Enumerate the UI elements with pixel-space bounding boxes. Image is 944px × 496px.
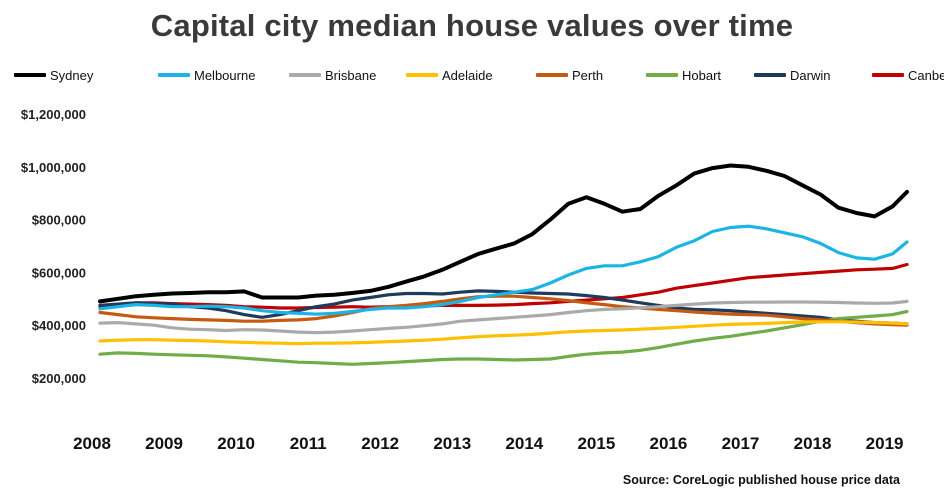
y-tick-label: $200,000 — [32, 371, 86, 386]
x-tick-label: 2014 — [505, 434, 543, 453]
y-tick-label: $400,000 — [32, 318, 86, 333]
x-tick-label: 2016 — [650, 434, 688, 453]
legend-item-sydney: Sydney — [14, 66, 93, 84]
series-line-perth — [98, 294, 909, 327]
legend-swatch — [754, 73, 786, 77]
y-tick-label: $600,000 — [32, 265, 86, 280]
legend-label: Adelaide — [442, 67, 493, 83]
x-tick-label: 2015 — [577, 434, 615, 453]
legend-item-perth: Perth — [536, 66, 603, 84]
legend-swatch — [158, 73, 190, 77]
legend-label: Brisbane — [325, 67, 377, 83]
x-tick-label: 2018 — [794, 434, 832, 453]
legend-label: Perth — [572, 67, 604, 83]
y-axis-ticks: $200,000 $400,000 $600,000 $800,000 $1,000,0… — [21, 107, 86, 386]
legend-label: Darwin — [790, 67, 831, 83]
y-tick-label: $1,000,000 — [21, 160, 86, 175]
series-line-sydney — [98, 163, 909, 304]
series-line-melbourne — [98, 224, 909, 316]
legend-item-brisbane: Brisbane — [289, 66, 376, 84]
legend-item-melbourne: Melbourne — [158, 66, 255, 84]
legend-item-adelaide: Adelaide — [406, 66, 493, 84]
y-tick-label: $800,000 — [32, 213, 86, 228]
x-tick-label: 2009 — [145, 434, 183, 453]
legend-swatch — [14, 73, 46, 77]
legend-swatch — [646, 73, 678, 77]
legend-swatch — [406, 73, 438, 77]
source-note: Source: CoreLogic published house price … — [622, 473, 900, 487]
legend-item-canberra: Canberra — [872, 66, 944, 84]
legend-label: Canberra — [908, 67, 944, 83]
series-lines — [98, 163, 909, 366]
series-line-adelaide — [98, 320, 909, 346]
legend-label: Melbourne — [194, 67, 256, 83]
x-tick-label: 2013 — [433, 434, 471, 453]
chart-title: Capital city median house values over ti… — [150, 8, 794, 43]
legend-label: Sydney — [50, 67, 94, 83]
series-line-darwin — [98, 289, 909, 326]
x-tick-label: 2008 — [73, 434, 111, 453]
legend-swatch — [289, 73, 321, 77]
legend-swatch — [536, 73, 568, 77]
x-tick-label: 2017 — [722, 434, 760, 453]
x-tick-label: 2019 — [866, 434, 904, 453]
x-tick-label: 2011 — [290, 434, 327, 453]
series-line-hobart — [98, 309, 909, 366]
legend-swatch — [872, 73, 904, 77]
legend: Sydney Melbourne Brisbane Adelaide Perth Hoba… — [14, 66, 944, 86]
y-tick-label: $1,200,000 — [21, 107, 86, 122]
legend-item-hobart: Hobart — [646, 66, 721, 84]
x-axis-ticks: 2008 2009 2010 2011 2012 2013 2014 2015 2016 2017… — [73, 434, 903, 453]
legend-label: Hobart — [682, 67, 722, 83]
x-tick-label: 2012 — [361, 434, 399, 453]
x-tick-label: 2010 — [217, 434, 255, 453]
legend-item-darwin: Darwin — [754, 66, 830, 84]
series-line-brisbane — [98, 299, 909, 335]
